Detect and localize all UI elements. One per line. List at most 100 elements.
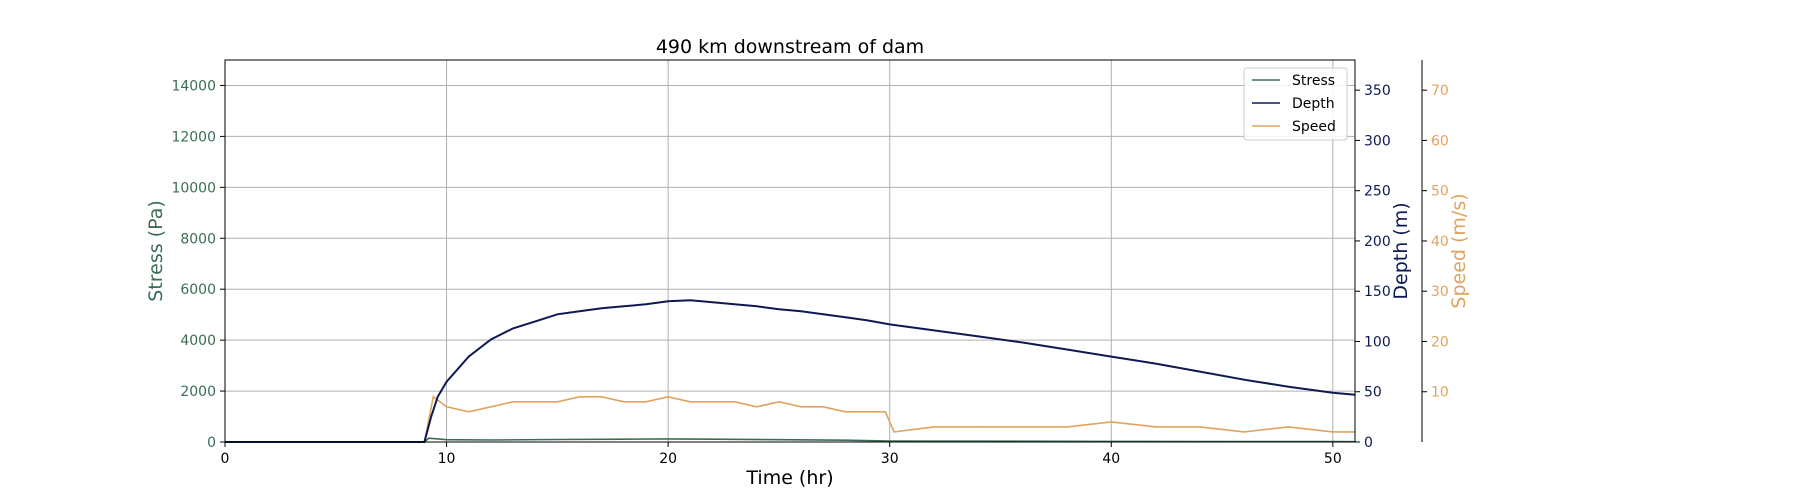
depth-tick-label: 0 [1364, 435, 1373, 451]
data-point-speed [1110, 421, 1113, 423]
data-point-depth [800, 310, 802, 313]
depth-tick-label: 300 [1364, 133, 1391, 149]
data-point-depth [933, 329, 935, 332]
data-point-speed [1154, 426, 1157, 428]
stress-tick-label: 12000 [171, 129, 216, 145]
data-point-speed [733, 401, 736, 403]
x-tick-label: 0 [221, 451, 230, 467]
data-point-depth [1287, 385, 1290, 388]
x-axis-label: Time (hr) [745, 467, 833, 489]
data-point-stress [711, 438, 714, 441]
data-point-speed [1332, 431, 1334, 433]
data-point-speed [1287, 426, 1290, 428]
data-point-depth [822, 313, 824, 316]
data-point-depth [430, 416, 432, 418]
data-point-depth [512, 327, 514, 330]
data-point-stress [844, 439, 847, 442]
data-point-depth [1243, 378, 1245, 381]
data-point-depth [490, 338, 492, 341]
data-point-depth [866, 319, 869, 322]
data-point-stress [445, 438, 448, 441]
speed-tick-label: 70 [1431, 83, 1449, 99]
data-point-speed [534, 401, 536, 403]
data-point-speed [866, 411, 869, 413]
legend-box [1243, 67, 1348, 141]
stress-axis-ticks: 0 2000 4000 6000 8000 10000 12000 14000 [171, 78, 225, 451]
x-tick-label: 20 [659, 451, 677, 467]
legend-label-stress: Stress [1292, 73, 1335, 89]
data-point-speed [933, 426, 935, 428]
speed-tick-label: 60 [1431, 133, 1449, 149]
plot-frame [224, 59, 1356, 443]
data-point-speed [778, 401, 780, 403]
grid-lines [225, 60, 1355, 442]
data-point-stress [556, 438, 559, 441]
data-point-depth [844, 316, 847, 319]
data-point-depth [689, 299, 692, 302]
data-point-depth [645, 303, 647, 306]
data-point-depth [888, 323, 891, 326]
data-point-speed [578, 396, 581, 398]
data-point-speed [1243, 431, 1245, 433]
data-point-depth [977, 335, 980, 338]
x-tick-label: 10 [438, 451, 456, 467]
data-point-stress [623, 438, 625, 441]
chart-title: 490 km downstream of dam [656, 36, 924, 58]
data-point-speed [689, 401, 692, 403]
data-point-depth [600, 307, 603, 310]
data-point-speed [711, 401, 714, 403]
data-point-speed [844, 411, 847, 413]
stress-tick-label: 0 [207, 435, 216, 451]
data-point-depth [623, 305, 625, 308]
data-point-depth [1199, 370, 1201, 373]
data-point-depth [667, 300, 669, 303]
depth-tick-label: 100 [1364, 334, 1391, 350]
data-point-depth [556, 313, 559, 316]
data-point-stress [667, 438, 669, 440]
speed-tick-label: 10 [1431, 385, 1449, 401]
data-point-depth [1154, 362, 1157, 365]
stress-tick-label: 4000 [180, 333, 216, 349]
depth-tick-label: 350 [1364, 83, 1391, 99]
x-tick-label: 50 [1324, 451, 1342, 467]
data-point-speed [490, 406, 492, 408]
data-point-depth [1021, 341, 1024, 344]
speed-tick-label: 30 [1431, 284, 1449, 300]
data-point-speed [893, 431, 895, 433]
x-axis-ticks: 0 10 20 30 40 50 [221, 442, 1342, 467]
data-point-depth [1110, 355, 1113, 358]
depth-tick-label: 50 [1364, 385, 1382, 401]
data-point-speed [445, 406, 448, 408]
legend-label-speed: Speed [1292, 119, 1336, 135]
data-point-speed [884, 411, 887, 413]
data-point-depth [534, 320, 536, 323]
data-point-speed [800, 406, 802, 408]
data-point-speed [1021, 426, 1024, 428]
depth-tick-label: 150 [1364, 284, 1391, 300]
speed-tick-label: 20 [1431, 334, 1449, 350]
stress-tick-label: 14000 [171, 78, 216, 94]
data-point-speed [822, 406, 824, 408]
speed-axis-ticks: 10 20 30 40 50 60 70 [1422, 83, 1449, 401]
data-point-speed [645, 401, 647, 403]
data-point-depth [578, 310, 581, 313]
series-line-depth [225, 299, 1356, 443]
data-point-speed [1066, 426, 1068, 428]
series-layer [224, 299, 1356, 443]
data-point-depth [467, 355, 470, 358]
legend-label-depth: Depth [1292, 96, 1335, 112]
data-point-stress [428, 437, 430, 440]
data-point-stress [778, 438, 780, 441]
stress-tick-label: 6000 [180, 282, 216, 298]
stress-tick-label: 8000 [180, 231, 216, 247]
data-point-speed [600, 396, 603, 398]
depth-tick-label: 200 [1364, 234, 1391, 250]
data-point-speed [1199, 426, 1201, 428]
depth-axis-ticks: 0 50 100 150 200 250 300 350 [1355, 83, 1391, 451]
data-point-speed [467, 411, 470, 413]
data-point-speed [432, 396, 435, 398]
data-point-speed [512, 401, 514, 403]
data-point-speed [667, 396, 669, 398]
